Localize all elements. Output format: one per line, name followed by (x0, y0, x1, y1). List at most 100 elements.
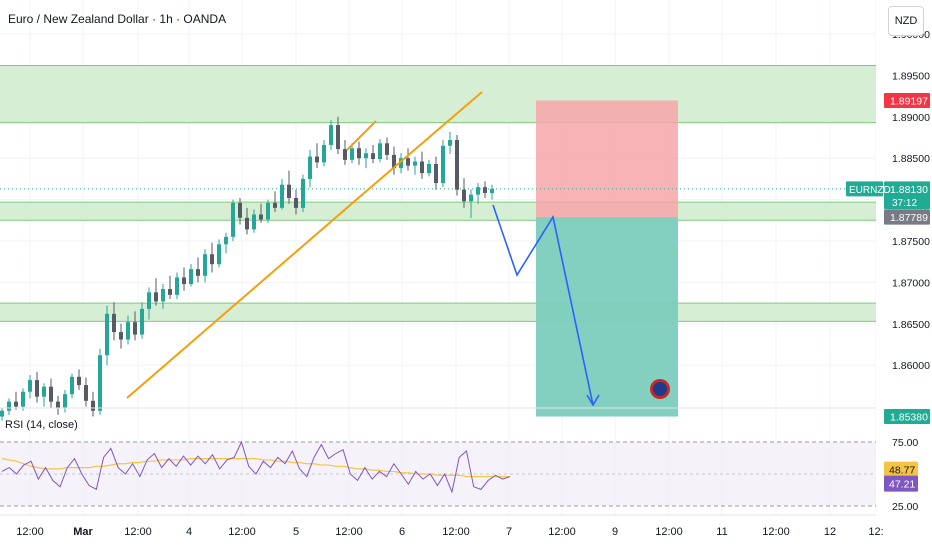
price-tick-label: 1.89000 (892, 112, 930, 124)
rsi-line (1, 440, 511, 494)
price-tick-label: 1.86500 (892, 319, 930, 331)
price-tick-label: 1.86000 (892, 360, 930, 372)
candle-body (315, 156, 319, 163)
candle-body (427, 163, 431, 174)
candle-body (133, 322, 137, 335)
candle-body (203, 254, 207, 276)
candle-body (455, 139, 459, 190)
candle-body (273, 202, 277, 208)
candle-body (280, 184, 284, 208)
candle-body (343, 149, 347, 160)
price-axis: 1.860001.865001.870001.875001.880001.885… (846, 0, 932, 550)
candle-body (14, 401, 18, 407)
time-tick-label: 11 (716, 526, 727, 538)
support-resistance-zone (0, 65, 876, 123)
zones (0, 64, 876, 322)
price-marker (884, 209, 930, 225)
price-tick-label: 1.89500 (892, 70, 930, 82)
time-tick-label: 12:00 (16, 526, 44, 538)
time-tick-label: 7 (506, 526, 512, 538)
candle-body (224, 236, 228, 245)
time-tick-label: 12:00 (548, 526, 576, 538)
chart-title: Euro / New Zealand Dollar · 1h · OANDA (8, 12, 227, 26)
candle-body (399, 158, 403, 169)
candle-body (42, 386, 46, 397)
price-tick-label: 1.88500 (892, 153, 930, 165)
time-tick-label: 6 (399, 526, 405, 538)
candle-body (329, 125, 333, 145)
candle-body (350, 148, 354, 160)
candle-body (336, 125, 340, 150)
candle-body (77, 376, 81, 386)
candle-body (112, 313, 116, 333)
candles (0, 116, 876, 421)
time-tick-label: 12:00 (762, 526, 790, 538)
candle-body (84, 385, 88, 401)
rsi-tick-label: 25.00 (892, 501, 918, 513)
time-tick-label: 12:00 (124, 526, 152, 538)
price-marker-value: 1.89197 (890, 95, 928, 107)
candle-body (413, 161, 417, 166)
support-resistance-zone (0, 202, 876, 221)
candle-body (56, 401, 60, 408)
candle-body (462, 189, 466, 202)
candle-body (483, 187, 487, 193)
candle-body (294, 197, 298, 208)
candle-body (70, 376, 74, 395)
price-tick-label: 1.87500 (892, 236, 930, 248)
price-marker-value: 1.88130 (890, 184, 928, 196)
rsi-title: RSI (14, close) (5, 419, 78, 431)
currency-button[interactable]: NZD (888, 6, 924, 36)
stop-loss-area (536, 100, 678, 218)
symbol-label: EURNZD (849, 185, 891, 196)
candle-body (287, 184, 291, 198)
candle-body (98, 355, 102, 411)
price-countdown: 37:12 (892, 198, 917, 209)
candle-body (490, 188, 494, 193)
flag-icon-inner (653, 382, 667, 396)
candle-body (210, 254, 214, 265)
candle-body (21, 391, 25, 407)
rsi-value-marker (884, 475, 918, 492)
candle-body (175, 277, 179, 295)
time-tick-label: 12 (824, 526, 836, 538)
drawings[interactable] (126, 91, 600, 407)
candle-body (308, 156, 312, 179)
candle-body (49, 386, 53, 402)
candle-body (147, 292, 151, 309)
price-axis-bg (876, 0, 932, 550)
candle-body (91, 400, 95, 411)
candle-body (392, 154, 396, 169)
candle-body (140, 308, 144, 335)
position-tool[interactable] (536, 100, 678, 417)
candle-body (469, 194, 473, 202)
candle-body (322, 144, 326, 163)
candle-body (231, 202, 235, 237)
candle-body (476, 187, 480, 195)
rsi-ma-line (1, 458, 510, 478)
time-tick-label: 12:00 (335, 526, 363, 538)
rsi-value-label: 47.21 (889, 479, 915, 491)
candle-body (441, 145, 445, 184)
time-tick-label: 12:00 (442, 526, 470, 538)
candle-body (357, 148, 361, 159)
candle-body (420, 161, 424, 174)
time-tick-label: 12:00 (228, 526, 256, 538)
candle-body (182, 277, 186, 285)
support-resistance-zone (0, 303, 876, 322)
rsi-value-label: 48.77 (889, 465, 915, 477)
candle-body (238, 202, 242, 218)
candle-body (406, 158, 410, 166)
candle-body (245, 217, 249, 230)
candle-body (448, 139, 452, 146)
projection-arrowhead (586, 394, 600, 407)
rsi-tick-label: 75.00 (892, 437, 918, 449)
symbol-label-bg (846, 181, 883, 197)
candle-body (0, 410, 4, 417)
candle-body (7, 401, 11, 411)
projection-path (492, 204, 594, 406)
price-marker (884, 92, 930, 108)
time-tick-label: 12:00 (655, 526, 683, 538)
